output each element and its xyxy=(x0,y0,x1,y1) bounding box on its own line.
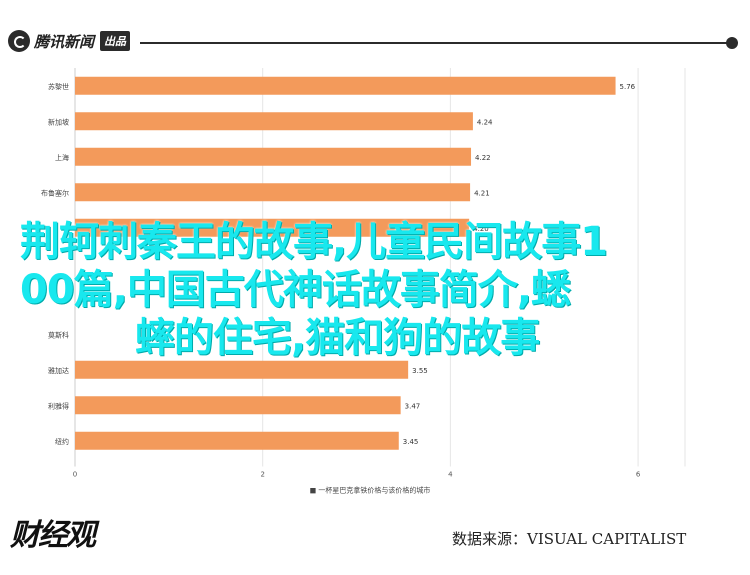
bar xyxy=(75,183,471,202)
header-divider xyxy=(140,42,730,44)
header: 腾讯新闻 出品 xyxy=(0,0,750,80)
data-label: 4.22 xyxy=(475,154,491,162)
brand-logo: 财经观 xyxy=(10,518,96,553)
data-source: 数据来源：VISUAL CAPITALIST xyxy=(452,530,687,548)
overlay-title: 荆轲刺秦王的故事,儿童民间故事1 00篇,中国古代神话故事简介,蟋 蟀的住宅,猫… xyxy=(20,218,720,362)
overlay-line-3: 蟀的住宅,猫和狗的故事 xyxy=(135,315,540,361)
chart-container: 0 2 4 6 苏黎世 5.76 新加坡 4.24 上海 4.22 布鲁塞尔 4.21 4.20 莫斯科雅… xyxy=(0,60,750,500)
y-tick-label: 莫斯科 xyxy=(48,330,69,339)
header-divider-dot xyxy=(726,37,738,49)
x-tick-label: 0 xyxy=(73,471,77,479)
x-tick-label: 6 xyxy=(636,471,641,479)
bar xyxy=(75,360,409,379)
bar xyxy=(75,431,399,450)
bar-chart: 0 2 4 6 苏黎世 5.76 新加坡 4.24 上海 4.22 布鲁塞尔 4.21 4.20 莫斯科雅… xyxy=(41,68,686,495)
data-label: 5.76 xyxy=(620,83,636,91)
y-tick-label: 上海 xyxy=(55,153,69,162)
logo-text: 腾讯新闻 xyxy=(34,32,95,51)
data-label: 4.21 xyxy=(474,189,490,197)
y-tick-label: 利雅得 xyxy=(48,401,69,410)
y-tick-label: 苏黎世 xyxy=(48,82,69,91)
x-tick-label: 2 xyxy=(260,471,264,479)
y-tick-label: 纽约 xyxy=(55,437,69,446)
tencent-news-logo: 腾讯新闻 出品 xyxy=(8,30,131,52)
bar xyxy=(75,218,470,237)
data-label: 4.24 xyxy=(477,118,493,126)
bar xyxy=(75,396,401,415)
bar xyxy=(75,112,473,131)
y-tick-label: 新加坡 xyxy=(48,117,69,126)
data-label: 4.20 xyxy=(473,225,489,233)
data-label: 3.47 xyxy=(405,402,421,410)
bar xyxy=(75,76,616,95)
overlay-line-1: 荆轲刺秦王的故事,儿童民间故事1 xyxy=(20,219,608,265)
data-label: 3.55 xyxy=(412,367,428,375)
logo-badge: 出品 xyxy=(100,31,131,51)
bar xyxy=(75,147,472,166)
y-tick-label: 雅加达 xyxy=(48,366,69,375)
y-tick-label: 布鲁塞尔 xyxy=(41,188,69,197)
x-axis-title: ■ 一杯星巴克拿铁价格与该价格的城市 xyxy=(310,486,431,495)
data-label: 3.45 xyxy=(403,438,419,446)
overlay-line-2: 00篇,中国古代神话故事简介,蟋 xyxy=(20,267,571,313)
logo-icon xyxy=(8,30,30,52)
x-tick-label: 4 xyxy=(448,471,453,479)
